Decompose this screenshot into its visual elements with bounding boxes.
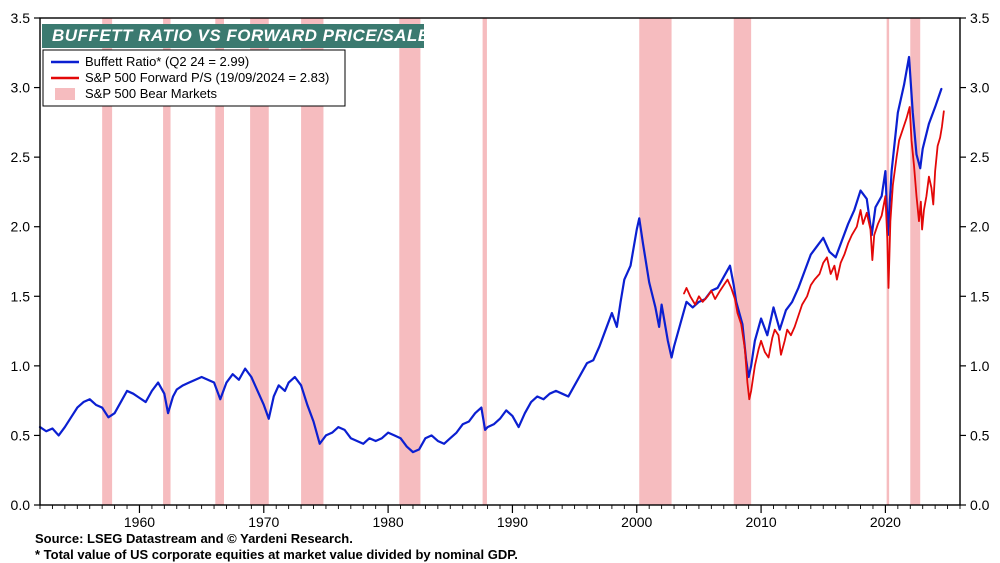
svg-text:1.5: 1.5 xyxy=(970,288,990,304)
svg-text:3.5: 3.5 xyxy=(11,10,31,26)
svg-text:2.0: 2.0 xyxy=(11,219,31,235)
svg-text:1.5: 1.5 xyxy=(11,288,31,304)
svg-text:3.0: 3.0 xyxy=(11,80,31,96)
svg-text:1.0: 1.0 xyxy=(970,358,990,374)
svg-text:1.0: 1.0 xyxy=(11,358,31,374)
legend-label-2: S&P 500 Bear Markets xyxy=(85,86,217,101)
svg-text:1970: 1970 xyxy=(248,514,279,530)
svg-text:2.5: 2.5 xyxy=(970,149,990,165)
footnote-0: Source: LSEG Datastream and © Yardeni Re… xyxy=(35,531,353,546)
svg-text:1990: 1990 xyxy=(497,514,528,530)
svg-text:2010: 2010 xyxy=(746,514,777,530)
svg-text:0.5: 0.5 xyxy=(11,427,31,443)
footnote-1: * Total value of US corporate equities a… xyxy=(35,547,518,562)
svg-text:3.5: 3.5 xyxy=(970,10,990,26)
svg-text:1960: 1960 xyxy=(124,514,155,530)
chart-title: BUFFETT RATIO VS FORWARD PRICE/SALES xyxy=(52,26,442,45)
chart-container: { "chart": { "type": "line", "title": "B… xyxy=(0,0,1000,563)
svg-text:0.5: 0.5 xyxy=(970,427,990,443)
legend-label-0: Buffett Ratio* (Q2 24 = 2.99) xyxy=(85,54,249,69)
svg-text:2020: 2020 xyxy=(870,514,901,530)
chart-svg: 0.0 0.0 0.5 0.5 1.0 1.0 1.5 1.5 2.0 2.0 2.5 2.5 3.0 3… xyxy=(0,0,1000,563)
svg-text:0.0: 0.0 xyxy=(970,497,990,513)
svg-text:1980: 1980 xyxy=(373,514,404,530)
svg-text:2.5: 2.5 xyxy=(11,149,31,165)
svg-text:0.0: 0.0 xyxy=(11,497,31,513)
svg-text:2000: 2000 xyxy=(621,514,652,530)
svg-text:3.0: 3.0 xyxy=(970,80,990,96)
svg-text:2.0: 2.0 xyxy=(970,219,990,235)
legend-label-1: S&P 500 Forward P/S (19/09/2024 = 2.83) xyxy=(85,70,329,85)
